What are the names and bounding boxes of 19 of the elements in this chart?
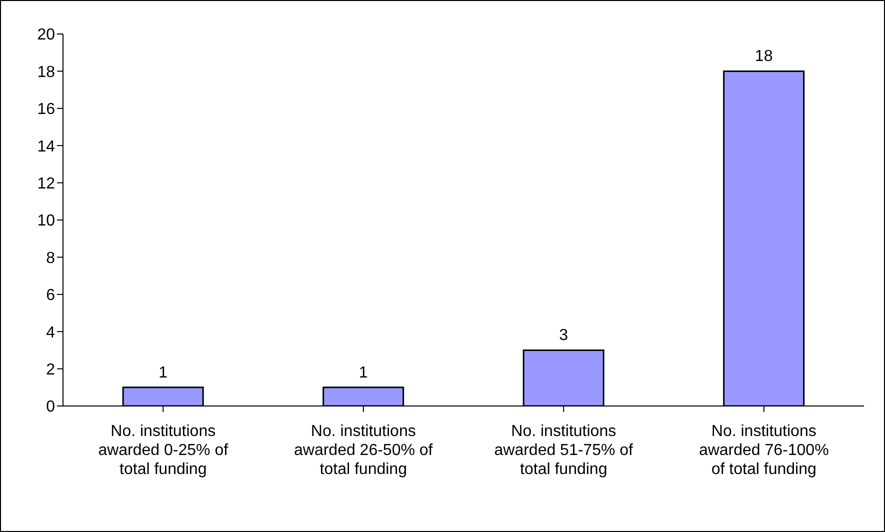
x-tick-label: No. institutions awarded 76-100% of total funding bbox=[698, 423, 829, 478]
data-label: 3 bbox=[559, 327, 568, 344]
y-tick-label: 4 bbox=[46, 324, 56, 342]
y-tick-label: 16 bbox=[37, 101, 56, 118]
x-tick-label: No. institutions awarded 0-25% of total funding bbox=[98, 423, 229, 478]
y-tick-label: 2 bbox=[46, 361, 56, 378]
y-tick-label: 6 bbox=[46, 287, 56, 304]
y-tick-label: 10 bbox=[37, 212, 56, 230]
y-tick-label: 12 bbox=[37, 175, 56, 192]
data-label: 1 bbox=[158, 364, 168, 382]
y-tick-label: 8 bbox=[46, 250, 56, 267]
x-tick-label: No. institutions awarded 26-50% of total funding bbox=[294, 423, 434, 478]
y-tick-label: 14 bbox=[37, 138, 56, 156]
y-tick-label: 18 bbox=[37, 64, 56, 81]
x-tick-label: No. institutions awarded 51-75% of total funding bbox=[494, 423, 634, 478]
data-label: 1 bbox=[358, 364, 368, 382]
y-tick-label: 0 bbox=[46, 398, 56, 416]
y-tick-label: 20 bbox=[37, 26, 56, 44]
data-label: 18 bbox=[754, 48, 773, 66]
